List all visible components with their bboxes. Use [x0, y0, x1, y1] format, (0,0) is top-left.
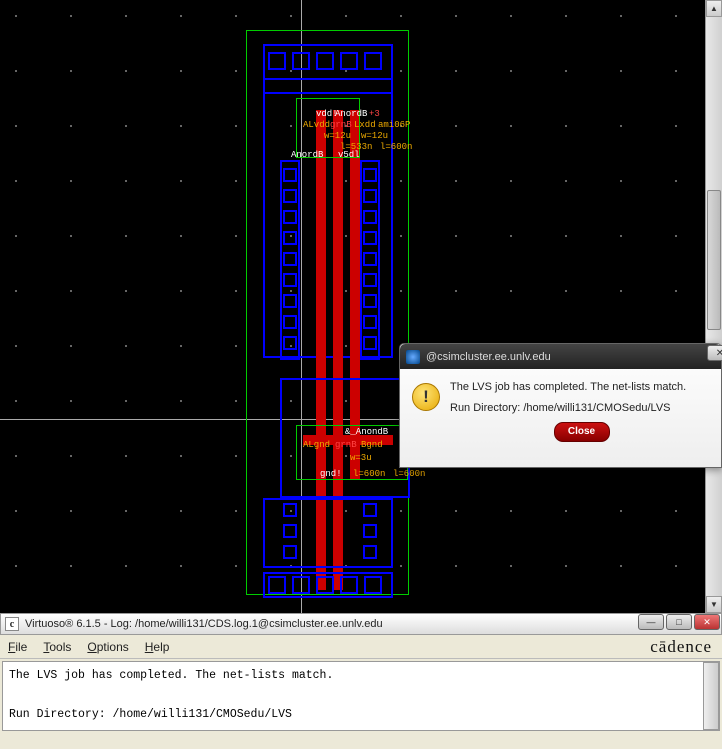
- layout-editor-canvas[interactable]: vdd! AnordB +3 ALvdd grnB Lxdd ami06P w=…: [0, 0, 722, 613]
- maximize-button[interactable]: □: [666, 614, 692, 630]
- metal-pad: [292, 576, 310, 594]
- metal-region-mid: [280, 378, 410, 498]
- dialog-message-line2: Run Directory: /home/willi131/CMOSedu/LV…: [450, 400, 713, 417]
- log-line: The LVS job has completed. The net-lists…: [9, 669, 333, 682]
- metal-pad: [268, 52, 286, 70]
- virtuoso-menubar: File Tools Options Help cādence: [0, 635, 722, 659]
- dialog-titlebar[interactable]: @csimcluster.ee.unlv.edu ✕: [400, 344, 721, 369]
- metal-pad: [340, 576, 358, 594]
- metal-pad: [364, 52, 382, 70]
- cadence-logo: cādence: [650, 637, 712, 657]
- scroll-down-button[interactable]: ▼: [706, 596, 722, 613]
- label-w3u: w=3u: [350, 453, 372, 463]
- menu-help[interactable]: Help: [145, 640, 170, 654]
- metal-pad: [316, 52, 334, 70]
- menu-tools[interactable]: Tools: [43, 640, 71, 654]
- dialog-close-x-button[interactable]: ✕: [707, 345, 722, 361]
- window-close-button[interactable]: ✕: [694, 614, 720, 630]
- label-grnb2: grnB: [335, 440, 357, 450]
- virtuoso-titlebar[interactable]: c Virtuoso® 6.1.5 - Log: /home/willi131/…: [0, 613, 722, 635]
- label-gnd-excl: gnd!: [320, 469, 342, 479]
- log-line: Run Directory: /home/willi131/CMOSedu/LV…: [9, 708, 292, 721]
- label-anordb: AnordB: [335, 109, 367, 119]
- virtuoso-log-window: c Virtuoso® 6.1.5 - Log: /home/willi131/…: [0, 613, 722, 749]
- menu-options[interactable]: Options: [87, 640, 128, 654]
- label-w12u-b: w=12u: [361, 131, 388, 141]
- layout-scrollbar-vertical[interactable]: ▲ ▼: [705, 0, 722, 613]
- label-v5d: v5dl: [338, 150, 360, 160]
- dialog-app-icon: [406, 350, 420, 364]
- close-button[interactable]: Close: [554, 422, 610, 442]
- scrollbar-thumb[interactable]: [707, 190, 721, 330]
- label-w12u: w=12u: [324, 131, 351, 141]
- label-algnd: ALgnd: [303, 440, 330, 450]
- metal-pad: [316, 576, 334, 594]
- virtuoso-title-text: Virtuoso® 6.1.5 - Log: /home/willi131/CD…: [25, 618, 383, 630]
- metal-pad: [268, 576, 286, 594]
- dialog-message: The LVS job has completed. The net-lists…: [450, 379, 713, 442]
- label-lxdd: Lxdd: [354, 120, 376, 130]
- menu-file[interactable]: File: [8, 640, 27, 654]
- label-l600n-mid2: l=600n: [393, 469, 425, 479]
- dialog-title-text: @csimcluster.ee.unlv.edu: [426, 351, 551, 363]
- metal-pad: [364, 576, 382, 594]
- log-scrollbar[interactable]: [703, 662, 719, 730]
- virtuoso-log-area[interactable]: The LVS job has completed. The net-lists…: [2, 661, 720, 731]
- label-l600n: l=600n: [380, 142, 412, 152]
- label-grnb: grnB: [330, 120, 352, 130]
- warning-icon: [412, 383, 440, 411]
- minimize-button[interactable]: —: [638, 614, 664, 630]
- label-lvdd: ALvdd: [303, 120, 330, 130]
- label-bgnd: Bgnd: [361, 440, 383, 450]
- dialog-message-line1: The LVS job has completed. The net-lists…: [450, 379, 713, 396]
- label-l600n-mid: l=600n: [353, 469, 385, 479]
- metal-pad: [292, 52, 310, 70]
- lvs-result-dialog: @csimcluster.ee.unlv.edu ✕ The LVS job h…: [399, 343, 722, 468]
- scroll-up-button[interactable]: ▲: [706, 0, 722, 17]
- virtuoso-app-icon: c: [5, 617, 19, 631]
- label-anordb2: AnordB: [291, 150, 323, 160]
- metal-pad: [340, 52, 358, 70]
- label-plus3: +3: [369, 109, 380, 119]
- label-anondb: &_AnondB: [345, 427, 388, 437]
- label-ami06p: ami06P: [378, 120, 410, 130]
